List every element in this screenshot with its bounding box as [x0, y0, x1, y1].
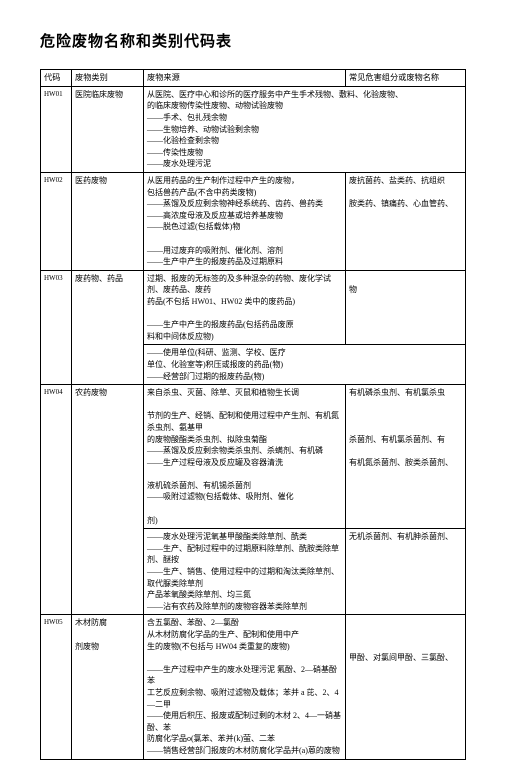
cell-cat: 废药物、药品 [72, 270, 144, 384]
cell-name: 废抗菌药、盐类药、抗组织 胺类药、镇痛药、心血管药、 [346, 173, 466, 271]
cell-src: 含五氯酚、苯酚、2—氯酚 从木材防腐化学品的生产、配制和使用中产 生的废物(不包… [144, 615, 346, 759]
cell-src: 从医院、医疗中心和诊所的医疗服务中产生手术残物、敷料、化验废物、 的临床废物传染… [144, 86, 466, 172]
cell-src: ——废水处理污泥氧基甲酸酯类除草剂、酰类 ——生产、配制过程中的过期原料除草剂、… [144, 529, 346, 615]
main-table: 代码 废物类别 废物来源 常见危害组分或废物名称 HW01 医院临床废物 从医院… [40, 69, 466, 760]
page-title: 危险废物名称和类别代码表 [40, 30, 466, 51]
row-hw05: HW05 木材防腐 剂废物 含五氯酚、苯酚、2—氯酚 从木材防腐化学品的生产、配… [41, 615, 466, 759]
hdr-src: 废物来源 [144, 70, 346, 87]
table-header: 代码 废物类别 废物来源 常见危害组分或废物名称 [41, 70, 466, 87]
cell-cat: 医院临床废物 [72, 86, 144, 172]
cell-code: HW02 [41, 173, 72, 271]
row-hw02: HW02 医药废物 从医用药品的生产制作过程中产生的废物， 包括兽药产品(不含中… [41, 173, 466, 271]
row-hw04a: HW04 农药废物 来自杀虫、灭菌、除草、灭鼠和植物生长调 节剂的生产、经销、配… [41, 385, 466, 529]
cell-src: 从医用药品的生产制作过程中产生的废物， 包括兽药产品(不含中药类废物) ——蒸馏… [144, 173, 346, 271]
row-hw01: HW01 医院临床废物 从医院、医疗中心和诊所的医疗服务中产生手术残物、敷料、化… [41, 86, 466, 172]
cell-name: 无机杀菌剂、有机胂杀菌剂、 [346, 529, 466, 615]
hdr-name: 常见危害组分或废物名称 [346, 70, 466, 87]
cell-cat: 医药废物 [72, 173, 144, 271]
cell-cat: 木材防腐 剂废物 [72, 615, 144, 759]
hdr-code: 代码 [41, 70, 72, 87]
cell-code: HW05 [41, 615, 72, 759]
cell-src: 来自杀虫、灭菌、除草、灭鼠和植物生长调 节剂的生产、经销、配制和使用过程中产生剂… [144, 385, 346, 529]
cell-name: 物 [346, 270, 466, 345]
cell-code: HW03 [41, 270, 72, 384]
cell-code: HW01 [41, 86, 72, 172]
cell-src: 过期、报废的无标签的及多种混杂的药物、废化学试剂、废药品、废药 药品(不包括 H… [144, 270, 346, 345]
hdr-cat: 废物类别 [72, 70, 144, 87]
cell-name: 甲酚、对氯间甲酚、三氯酚、 [346, 615, 466, 759]
cell-src: ——使用单位(科研、监测、学校、医疗 单位、化验室等)积压或报废的药品(物) —… [144, 345, 466, 385]
cell-cat: 农药废物 [72, 385, 144, 615]
row-hw03: HW03 废药物、药品 过期、报废的无标签的及多种混杂的药物、废化学试剂、废药品… [41, 270, 466, 345]
cell-code: HW04 [41, 385, 72, 615]
cell-name: 有机磷杀虫剂、有机氯杀虫 杀菌剂、有机氯杀菌剂、有 有机氮杀菌剂、胺类杀菌剂、 [346, 385, 466, 529]
